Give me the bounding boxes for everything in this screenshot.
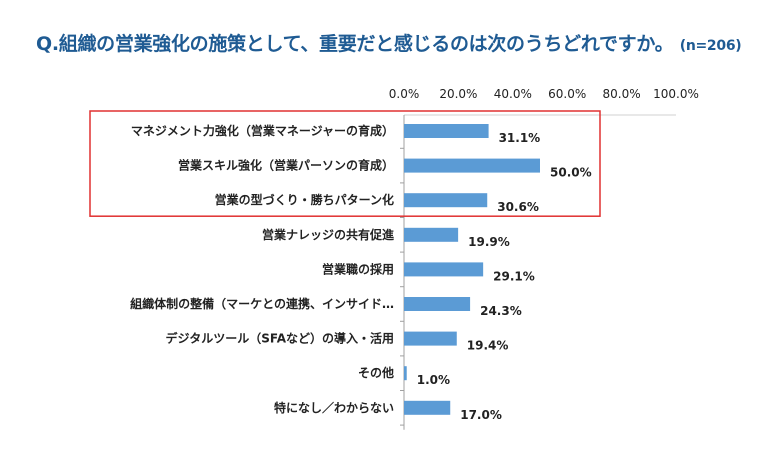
category-label: 特になし／わからない: [274, 400, 394, 415]
chart-title-text: Q.組織の営業強化の施策として、重要だと感じるのは次のうちどれですか。: [36, 33, 674, 55]
category-label: 営業職の採用: [322, 261, 394, 276]
x-tick-label: 40.0%: [494, 87, 532, 101]
highlight-box: [89, 110, 601, 217]
value-label: 17.0%: [460, 408, 502, 422]
bar: [404, 193, 488, 208]
value-label: 19.4%: [467, 339, 509, 353]
chart-title: Q.組織の営業強化の施策として、重要だと感じるのは次のうちどれですか。 (n=2…: [36, 29, 742, 56]
bar: [404, 297, 471, 311]
x-tick-label: 60.0%: [548, 87, 586, 101]
value-label: 19.9%: [468, 235, 510, 249]
category-label: 組織体制の整備（マーケとの連携、インサイド…: [130, 296, 394, 311]
category-label: 営業スキル強化（営業パーソンの育成）: [178, 158, 394, 173]
x-tick-label: 100.0%: [653, 87, 699, 101]
value-label: 50.0%: [550, 166, 592, 180]
x-tick-label: 80.0%: [603, 87, 641, 101]
x-tick-label: 20.0%: [439, 87, 477, 101]
bar: [404, 227, 459, 242]
x-tick-label: 0.0%: [389, 87, 420, 101]
value-label: 24.3%: [480, 304, 522, 318]
bar: [404, 262, 484, 277]
category-label: マネジメント力強化（営業マネージャーの育成）: [131, 123, 394, 138]
category-label: デジタルツール（SFAなど）の導入・活用: [165, 331, 394, 346]
category-label: 営業の型づくり・勝ちパターン化: [215, 192, 394, 207]
category-label: 営業ナレッジの共有促進: [262, 227, 395, 242]
bar: [404, 400, 451, 415]
value-label: 30.6%: [497, 200, 539, 214]
bar: [404, 124, 489, 138]
category-label: その他: [358, 365, 394, 380]
bar: [404, 366, 407, 381]
value-label: 29.1%: [493, 269, 535, 283]
sample-size-note: (n=206): [679, 38, 742, 54]
bar: [404, 158, 540, 173]
value-label: 31.1%: [499, 131, 541, 145]
bar: [404, 331, 457, 346]
value-label: 1.0%: [417, 373, 450, 387]
